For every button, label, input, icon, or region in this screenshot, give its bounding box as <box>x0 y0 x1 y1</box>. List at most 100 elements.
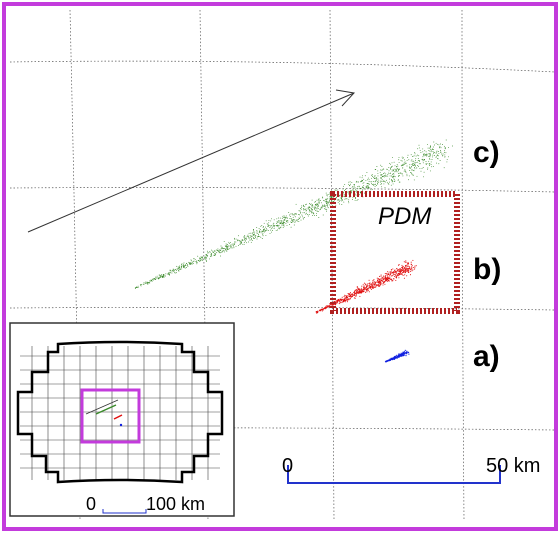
cloud-point <box>395 279 397 281</box>
cloud-point <box>204 256 205 258</box>
cloud-point <box>292 216 294 218</box>
cloud-point <box>198 260 200 262</box>
cloud-point <box>270 226 272 228</box>
cloud-point <box>348 193 349 195</box>
cloud-point <box>385 279 388 282</box>
cloud-point <box>135 287 136 289</box>
cloud-point <box>380 281 382 283</box>
cloud-point <box>381 186 383 188</box>
cloud-point <box>440 150 442 151</box>
cloud-point <box>346 297 348 299</box>
cloud-point <box>422 167 424 168</box>
cloud-point <box>406 275 408 277</box>
cloud-point <box>347 191 349 193</box>
cloud-point <box>345 296 347 298</box>
cloud-point <box>372 184 374 185</box>
grid-line <box>199 9 209 521</box>
cloud-point <box>419 167 421 169</box>
cloud-point <box>364 287 366 289</box>
cloud-point <box>408 268 410 270</box>
cloud-point <box>435 152 437 154</box>
cloud-point <box>399 267 401 270</box>
cloud-point <box>256 238 258 240</box>
cloud-point <box>433 149 435 151</box>
cloud-point <box>225 245 227 247</box>
cloud-point <box>235 241 237 243</box>
cloud-point <box>405 260 407 262</box>
cloud-point <box>385 274 387 276</box>
cloud-point <box>274 226 275 228</box>
cloud-point <box>430 149 432 151</box>
cloud-point <box>345 295 347 297</box>
cloud-point <box>165 275 166 277</box>
cloud-point <box>371 174 373 176</box>
cloud-point <box>240 241 242 243</box>
cloud-point <box>398 179 399 181</box>
cloud-point <box>323 205 325 207</box>
cloud-point <box>316 207 318 209</box>
cloud-point <box>398 270 400 272</box>
cloud-point <box>391 181 393 183</box>
cloud-point <box>135 287 137 289</box>
cloud-point <box>435 156 437 158</box>
cloud-point <box>390 270 392 272</box>
cloud-point <box>228 245 230 247</box>
cloud-point <box>411 173 413 175</box>
cloud-point <box>327 201 329 203</box>
cloud-point <box>231 246 232 248</box>
cloud-point <box>171 272 173 274</box>
cloud-point <box>281 224 283 226</box>
cloud-point <box>405 270 407 272</box>
cloud-point <box>286 217 288 219</box>
cloud-point <box>143 282 145 284</box>
cloud-point <box>270 220 272 222</box>
cloud-point <box>325 201 326 203</box>
cloud-point <box>318 200 320 202</box>
cloud-point <box>437 157 438 159</box>
cloud-point <box>406 350 408 352</box>
cloud-point <box>408 175 410 177</box>
cloud-point <box>336 301 338 303</box>
cloud-point <box>279 217 281 219</box>
cloud-point <box>312 206 314 208</box>
cloud-point <box>398 277 400 279</box>
cloud-point <box>392 176 394 178</box>
cloud-point <box>365 179 367 181</box>
cloud-point <box>294 221 296 223</box>
cloud-point <box>355 194 357 196</box>
cloud-point <box>271 224 273 226</box>
cloud-point <box>146 283 148 285</box>
cloud-point <box>239 243 241 245</box>
cloud-point <box>430 161 432 163</box>
cloud-point <box>256 227 258 229</box>
cloud-point <box>338 298 340 300</box>
cloud-point <box>314 201 316 202</box>
cloud-point <box>444 154 446 156</box>
cloud-point <box>217 248 219 250</box>
cloud-point <box>357 181 359 183</box>
cloud-point <box>410 172 412 174</box>
cloud-point <box>278 217 279 219</box>
cloud-point <box>339 300 341 302</box>
cloud-point <box>363 286 365 288</box>
cloud-point <box>386 272 388 274</box>
cloud-point <box>385 176 387 178</box>
cloud-point <box>387 172 389 174</box>
cloud-point <box>407 263 409 265</box>
cloud-point <box>292 214 294 216</box>
cloud-point <box>348 199 350 201</box>
cloud-point <box>291 219 293 221</box>
cloud-point <box>326 210 328 212</box>
cloud-point <box>362 182 364 184</box>
cloud-point <box>407 268 409 270</box>
cloud-point <box>223 250 224 252</box>
cloud-point <box>347 293 349 295</box>
cloud-point <box>317 202 319 204</box>
cloud-point <box>383 173 385 174</box>
cloud-point <box>385 278 387 280</box>
cloud-point <box>344 198 346 200</box>
cloud-point <box>254 231 256 233</box>
cloud-point <box>162 276 164 278</box>
cloud-point <box>166 273 168 275</box>
point-cloud-c <box>134 139 453 289</box>
